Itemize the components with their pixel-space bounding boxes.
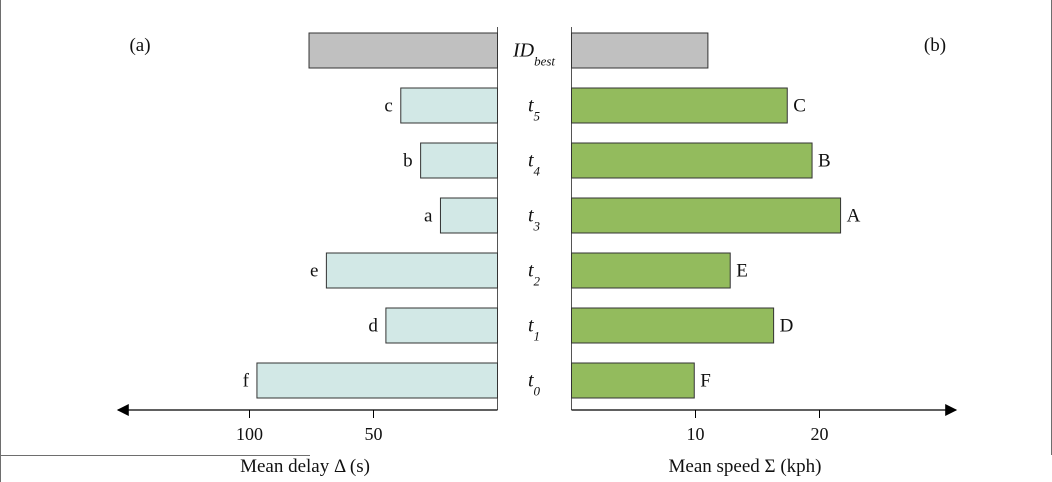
panel-b-label: (b) <box>924 35 946 56</box>
chart-marks: c b a e d f C B A E D F IDbest t5 t4 t3 t2 t1 t0 100 50 10 20 <box>236 32 861 444</box>
speed-bar-label: F <box>700 371 711 392</box>
speed-tick-label: 20 <box>811 424 829 444</box>
speed-bar-label: D <box>780 316 794 337</box>
speed-bar-t1 <box>571 307 775 344</box>
delay-bar-t4 <box>420 142 498 179</box>
speed-bar-ID_best <box>571 32 709 69</box>
delay-bar-label: b <box>403 151 413 172</box>
delay-tick-label: 50 <box>365 424 383 444</box>
speed-tick-label: 10 <box>687 424 705 444</box>
delay-bar-label: d <box>368 316 378 337</box>
speed-bar-t4 <box>571 142 813 179</box>
category-label: t5 <box>528 95 541 124</box>
delay-bar-ID_best <box>308 32 498 69</box>
speed-bar-t3 <box>571 197 842 234</box>
speed-bar-label: E <box>736 261 748 282</box>
speed-bar-t2 <box>571 252 731 289</box>
delay-tick-label: 100 <box>236 424 263 444</box>
speed-bar-label: C <box>793 96 806 117</box>
delay-bar-t0 <box>256 362 498 399</box>
speed-bar-label: A <box>847 206 861 227</box>
left-axis-title: Mean delay Δ (s) <box>240 456 370 477</box>
category-label: t0 <box>528 370 541 399</box>
category-label: t3 <box>528 205 541 234</box>
category-label: t1 <box>528 315 540 344</box>
speed-bar-label: B <box>818 151 831 172</box>
speed-bar-t5 <box>571 87 788 124</box>
delay-bar-label: f <box>243 371 250 392</box>
panel-a-label: (a) <box>129 35 150 56</box>
right-axis-title: Mean speed Σ (kph) <box>669 456 822 477</box>
category-label: t4 <box>528 150 541 179</box>
category-label: t2 <box>528 260 541 289</box>
category-label: IDbest <box>512 40 555 69</box>
delay-bar-label: e <box>310 261 318 282</box>
delay-bar-t5 <box>400 87 498 124</box>
delay-bar-t3 <box>439 197 498 234</box>
delay-bar-t2 <box>325 252 498 289</box>
delay-bar-label: a <box>424 206 433 227</box>
delay-bar-label: c <box>384 96 392 117</box>
delay-bar-t1 <box>385 307 498 344</box>
speed-bar-t0 <box>571 362 695 399</box>
